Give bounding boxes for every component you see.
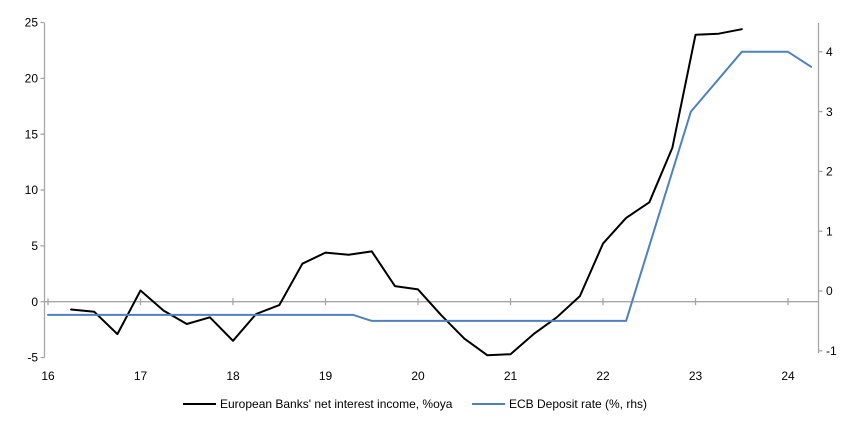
x-axis-tick-label: 20 <box>411 369 425 383</box>
x-axis-tick-label: 22 <box>596 369 610 383</box>
net-interest-income-line-swatch <box>183 403 216 405</box>
left-axis-tick-label: 25 <box>25 16 39 30</box>
right-axis-tick-label: 1 <box>826 224 833 238</box>
legend-label-net-interest-income: European Banks' net interest income, %oy… <box>220 397 453 411</box>
legend-label-ecb-deposit-rate: ECB Deposit rate (%, rhs) <box>509 397 648 411</box>
right-axis-tick-label: -1 <box>826 344 837 358</box>
right-axis-tick-label: 3 <box>826 105 833 119</box>
x-axis-tick-label: 21 <box>504 369 518 383</box>
left-axis-tick-label: 20 <box>25 72 39 86</box>
x-axis-tick-label: 19 <box>319 369 333 383</box>
net-interest-income-series-line <box>70 28 743 357</box>
left-axis-tick-label: 0 <box>31 295 38 309</box>
right-axis-tick-label: 4 <box>826 45 833 59</box>
ecb-deposit-rate-series-line <box>47 50 813 322</box>
x-axis-tick-label: 24 <box>781 369 795 383</box>
legend-item-ecb-deposit-rate: ECB Deposit rate (%, rhs) <box>472 397 647 411</box>
ecb-deposit-rate-line-swatch <box>472 403 505 405</box>
left-axis-tick-label: -5 <box>27 351 38 365</box>
left-axis-tick-label: 15 <box>25 127 39 141</box>
left-axis-tick-label: 10 <box>25 183 39 197</box>
x-axis-tick-label: 18 <box>226 369 240 383</box>
right-axis-tick-label: 2 <box>826 165 833 179</box>
x-axis-tick-label: 23 <box>689 369 703 383</box>
legend-item-net-interest-income: European Banks' net interest income, %oy… <box>183 397 452 411</box>
right-axis-tick-label: 0 <box>826 284 833 298</box>
x-axis-tick-label: 17 <box>134 369 148 383</box>
x-axis-tick-label: 16 <box>41 369 55 383</box>
left-axis-tick-label: 5 <box>31 239 38 253</box>
